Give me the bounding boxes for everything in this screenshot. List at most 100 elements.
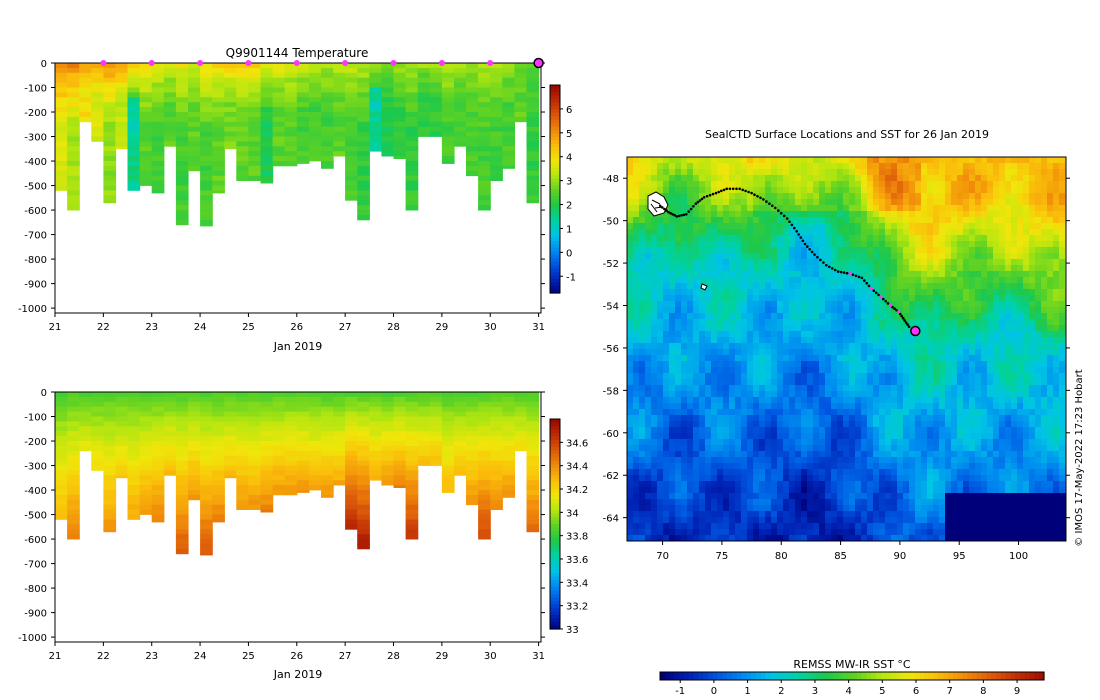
profile-column — [369, 63, 382, 152]
sst-cell — [903, 175, 910, 182]
sst-cell — [693, 337, 700, 344]
sst-cell — [885, 337, 892, 344]
profile-column — [151, 63, 165, 194]
section-cell — [67, 465, 80, 471]
section-cell — [175, 175, 189, 181]
section-cell — [175, 170, 189, 177]
sst-cell — [909, 211, 916, 218]
sst-field — [627, 157, 1066, 541]
section-cell — [248, 441, 262, 447]
sst-cell — [861, 271, 868, 278]
sst-cell — [813, 235, 820, 242]
sst-cell — [687, 265, 694, 272]
sst-cell — [969, 265, 976, 272]
section-cell — [345, 107, 358, 113]
sst-cell — [1017, 217, 1024, 224]
sst-cell — [831, 199, 838, 206]
section-cell — [55, 480, 68, 486]
section-cell — [188, 396, 201, 403]
sst-cell — [687, 355, 694, 362]
sst-cell — [987, 301, 994, 308]
sst-cell — [777, 223, 784, 230]
sst-cell — [831, 181, 838, 188]
sst-cell — [981, 181, 988, 188]
section-cell — [369, 136, 382, 142]
sst-cell — [873, 331, 880, 338]
y-tick-label: -100 — [24, 413, 47, 424]
section-cell — [466, 406, 479, 412]
sst-cell — [825, 349, 832, 356]
section-cell — [212, 77, 225, 83]
sst-cell — [795, 175, 802, 182]
section-cell — [284, 63, 298, 69]
sst-cell — [909, 349, 916, 356]
sst-cell — [861, 283, 868, 290]
sst-cell — [981, 307, 988, 314]
section-cell — [405, 450, 419, 457]
section-cell — [308, 450, 322, 457]
profile-column — [454, 63, 467, 147]
section-cell — [55, 465, 68, 471]
sst-cell — [651, 265, 658, 272]
section-cell — [67, 519, 80, 525]
section-cell — [151, 450, 165, 457]
sst-cell — [921, 241, 928, 248]
sst-cell — [927, 253, 934, 260]
sst-cell — [951, 175, 958, 182]
sst-cell — [675, 283, 682, 290]
section-cell — [236, 465, 249, 471]
section-cell — [405, 87, 419, 93]
sst-cell — [729, 373, 736, 380]
colorbar-step — [550, 164, 560, 169]
sst-cell — [903, 265, 910, 272]
sst-cell — [873, 247, 880, 254]
sst-cell — [699, 157, 706, 164]
sst-cell — [639, 175, 646, 182]
section-cell — [417, 131, 431, 137]
section-cell — [151, 406, 165, 412]
sst-cell — [723, 175, 730, 182]
sst-cell — [795, 283, 802, 290]
section-cell — [272, 156, 286, 162]
sst-cell — [711, 361, 718, 368]
colorbar-tick-label: 1 — [566, 224, 572, 235]
sst-cell — [873, 157, 880, 164]
sst-cell — [687, 373, 694, 380]
sst-cell — [645, 211, 652, 218]
sst-cell — [717, 271, 724, 278]
section-cell — [321, 141, 334, 147]
sst-cell — [657, 343, 664, 350]
section-cell — [175, 494, 189, 501]
sst-cell — [963, 235, 970, 242]
sst-cell — [627, 217, 634, 224]
section-cell — [296, 156, 310, 162]
sst-cell — [915, 307, 922, 314]
sst-cell — [867, 331, 874, 338]
profile-column — [55, 392, 68, 520]
sst-cell — [675, 331, 682, 338]
section-cell — [127, 175, 141, 181]
sst-cell — [831, 211, 838, 218]
section-cell — [127, 499, 141, 506]
section-cell — [103, 392, 117, 398]
sst-cell — [657, 253, 664, 260]
section-cell — [115, 131, 129, 137]
section-cell — [55, 107, 68, 113]
sst-cell — [735, 181, 742, 188]
section-cell — [284, 146, 298, 152]
sst-cell — [1029, 289, 1036, 296]
sst-cell — [951, 337, 958, 344]
section-cell — [466, 67, 479, 74]
sst-cell — [987, 379, 994, 386]
section-cell — [405, 131, 419, 137]
section-cell — [151, 411, 165, 417]
section-cell — [357, 436, 370, 442]
sst-cell — [897, 157, 904, 164]
section-cell — [429, 77, 443, 83]
section-cell — [321, 92, 334, 98]
sst-cell — [831, 193, 838, 200]
sst-cell — [909, 259, 916, 266]
sst-cell — [861, 247, 868, 254]
sst-cell — [723, 217, 730, 224]
sst-cell — [915, 379, 922, 386]
